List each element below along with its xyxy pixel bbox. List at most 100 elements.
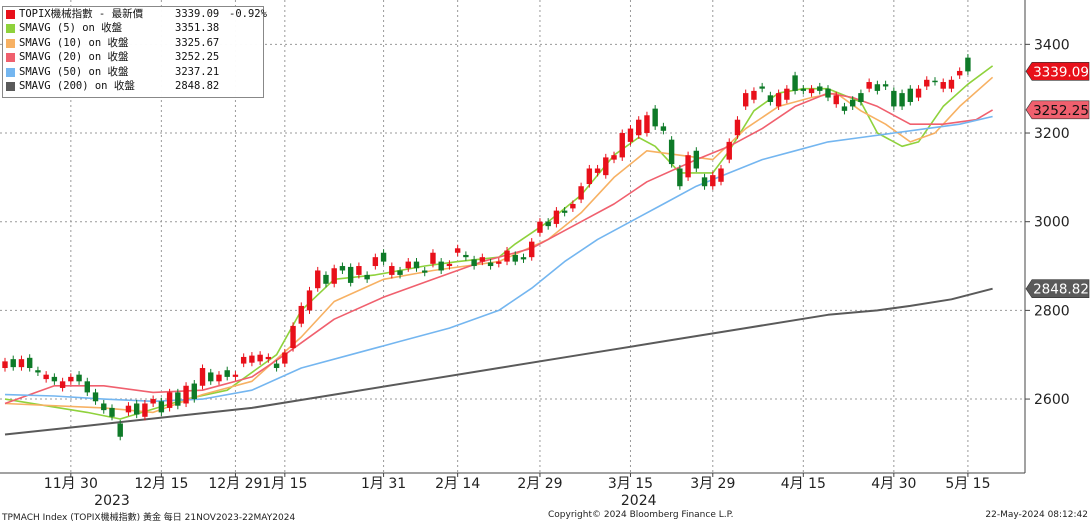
legend-label: SMAVG (20) on 收盤 — [19, 51, 129, 64]
candle-body — [339, 266, 346, 271]
legend-value: 3339.09 — [175, 8, 220, 20]
legend-label: SMAVG (10) on 收盤 — [19, 36, 129, 49]
legend-value: 3351.38 — [175, 22, 220, 35]
candle-body — [956, 70, 963, 76]
price-tag-box — [1025, 100, 1090, 120]
candle-body — [627, 128, 634, 142]
candle-body — [249, 355, 255, 363]
candle-body — [660, 126, 667, 131]
legend-swatch — [6, 81, 15, 91]
candle-body — [257, 354, 263, 362]
candle-body — [668, 139, 675, 165]
candle-body — [775, 93, 782, 107]
candle-body — [84, 381, 90, 393]
x-tick-label: 1月 15 — [262, 476, 307, 492]
legend-row-price: TOPIX機械指數 - 最新價 3339.09 -0.92% — [3, 7, 267, 21]
candle-body — [570, 203, 576, 209]
candle-body — [561, 210, 568, 213]
legend-row-sma200: SMAVG (200) on 收盤 2848.82 — [3, 79, 263, 93]
candle-body — [841, 106, 848, 111]
candle-body — [701, 177, 708, 187]
candle-body — [677, 168, 683, 187]
candle-body — [767, 95, 774, 102]
candle-body — [273, 363, 280, 369]
candle-body — [59, 381, 66, 388]
candle-body — [306, 290, 313, 311]
candle-body — [545, 221, 551, 227]
x-tick-label: 11月 30 — [44, 476, 98, 492]
candle-body — [693, 150, 700, 169]
candle-body — [710, 175, 716, 187]
candle-body — [389, 266, 395, 275]
candle-body — [240, 356, 247, 364]
candle-body — [874, 84, 881, 91]
candle-body — [150, 399, 156, 404]
candle-body — [347, 266, 354, 283]
candle-body — [685, 155, 691, 178]
candlesticks — [2, 54, 971, 441]
x-tick-label: 12月 29 — [208, 476, 262, 492]
candle-body — [454, 248, 461, 253]
candle-body — [224, 370, 230, 377]
candle-body — [734, 119, 741, 136]
legend-value: 3252.25 — [175, 51, 220, 64]
candle-body — [792, 75, 798, 91]
candle-body — [849, 99, 856, 107]
candle-body — [216, 374, 222, 382]
candle-body — [2, 361, 8, 369]
candle-body — [907, 88, 913, 102]
legend-swatch — [6, 10, 15, 19]
ma-line — [4, 65, 994, 420]
ma-line — [4, 287, 993, 436]
candle-body — [422, 270, 428, 273]
candle-body — [101, 403, 107, 411]
legend-swatch — [6, 24, 15, 34]
candle-body — [833, 95, 839, 105]
candle-body — [636, 119, 642, 136]
candle-body — [965, 57, 971, 72]
candle-body — [142, 403, 148, 417]
candle-body — [537, 221, 543, 233]
candle-body — [759, 86, 765, 89]
x-tick-label: 1月 31 — [361, 476, 406, 492]
candle-body — [899, 93, 905, 107]
price-tag-box — [1025, 62, 1090, 81]
legend-value: 2848.82 — [175, 79, 220, 92]
candle-body — [808, 88, 815, 94]
x-tick-label: 2月 14 — [435, 476, 480, 492]
date-axis: 11月 30 12月 15 12月 29 1月 15 1月 31 2月 14 2月 29 3月… — [0, 472, 1025, 509]
candle-body — [68, 376, 74, 382]
candle-body — [232, 374, 239, 377]
x-year-label: 2023 — [94, 493, 130, 509]
candle-body — [726, 141, 732, 160]
candle-body — [644, 115, 650, 134]
legend-label: SMAVG (5) on 收盤 — [19, 22, 123, 35]
price-tag-box — [1025, 279, 1090, 299]
candle-body — [446, 263, 453, 267]
candle-body — [866, 82, 872, 89]
candle-body — [520, 257, 527, 260]
x-tick-label: 5月 15 — [945, 476, 990, 492]
grid-lines — [0, 0, 1025, 473]
candle-body — [611, 155, 617, 160]
x-year-label: 2024 — [621, 493, 657, 509]
candle-body — [166, 392, 173, 408]
x-tick-label: 3月 29 — [690, 476, 735, 492]
footer-timestamp: 22-May-2024 08:12:42 — [985, 510, 1088, 520]
price-axis: 3400 3200 3000 2800 2600 — [1024, 0, 1070, 473]
candle-body — [479, 257, 486, 262]
candle-body — [43, 374, 49, 380]
y-tick-label: 3200 — [1034, 126, 1070, 142]
price-tags: 3339.09 3252.25 2848.82 — [1025, 62, 1090, 299]
legend-row-sma50: SMAVG (50) on 收盤 3237.21 — [3, 65, 263, 79]
price-tag-label: 3252.25 — [1033, 103, 1089, 119]
candle-body — [372, 257, 379, 267]
candle-body — [51, 376, 58, 382]
ma-line — [4, 92, 994, 405]
candle-body — [512, 254, 518, 262]
price-tag-label: 3339.09 — [1033, 64, 1089, 80]
legend-swatch — [6, 67, 15, 77]
candle-body — [751, 90, 757, 100]
candle-body — [380, 252, 387, 262]
candle-body — [290, 325, 296, 349]
